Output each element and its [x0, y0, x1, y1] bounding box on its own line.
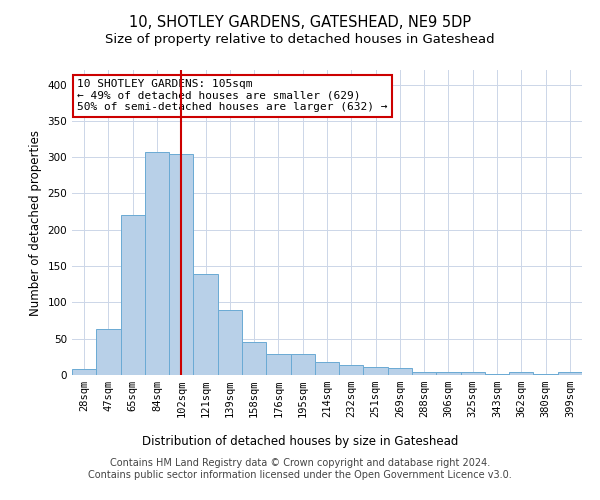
- Bar: [558, 372, 582, 375]
- Text: Distribution of detached houses by size in Gateshead: Distribution of detached houses by size …: [142, 435, 458, 448]
- Bar: [485, 374, 509, 375]
- Bar: [121, 214, 145, 375]
- Y-axis label: Number of detached properties: Number of detached properties: [29, 130, 42, 316]
- Bar: [339, 365, 364, 375]
- Bar: [218, 310, 242, 375]
- Text: 10 SHOTLEY GARDENS: 105sqm
← 49% of detached houses are smaller (629)
50% of sem: 10 SHOTLEY GARDENS: 105sqm ← 49% of deta…: [77, 79, 388, 112]
- Bar: [436, 372, 461, 375]
- Bar: [96, 329, 121, 375]
- Bar: [388, 368, 412, 375]
- Bar: [242, 342, 266, 375]
- Bar: [145, 152, 169, 375]
- Bar: [461, 372, 485, 375]
- Text: 10, SHOTLEY GARDENS, GATESHEAD, NE9 5DP: 10, SHOTLEY GARDENS, GATESHEAD, NE9 5DP: [129, 15, 471, 30]
- Bar: [169, 154, 193, 375]
- Bar: [364, 367, 388, 375]
- Text: Size of property relative to detached houses in Gateshead: Size of property relative to detached ho…: [105, 32, 495, 46]
- Bar: [290, 354, 315, 375]
- Bar: [266, 354, 290, 375]
- Bar: [72, 369, 96, 375]
- Bar: [193, 274, 218, 375]
- Bar: [533, 374, 558, 375]
- Bar: [509, 372, 533, 375]
- Bar: [315, 362, 339, 375]
- Text: Contains HM Land Registry data © Crown copyright and database right 2024.
Contai: Contains HM Land Registry data © Crown c…: [88, 458, 512, 480]
- Bar: [412, 372, 436, 375]
